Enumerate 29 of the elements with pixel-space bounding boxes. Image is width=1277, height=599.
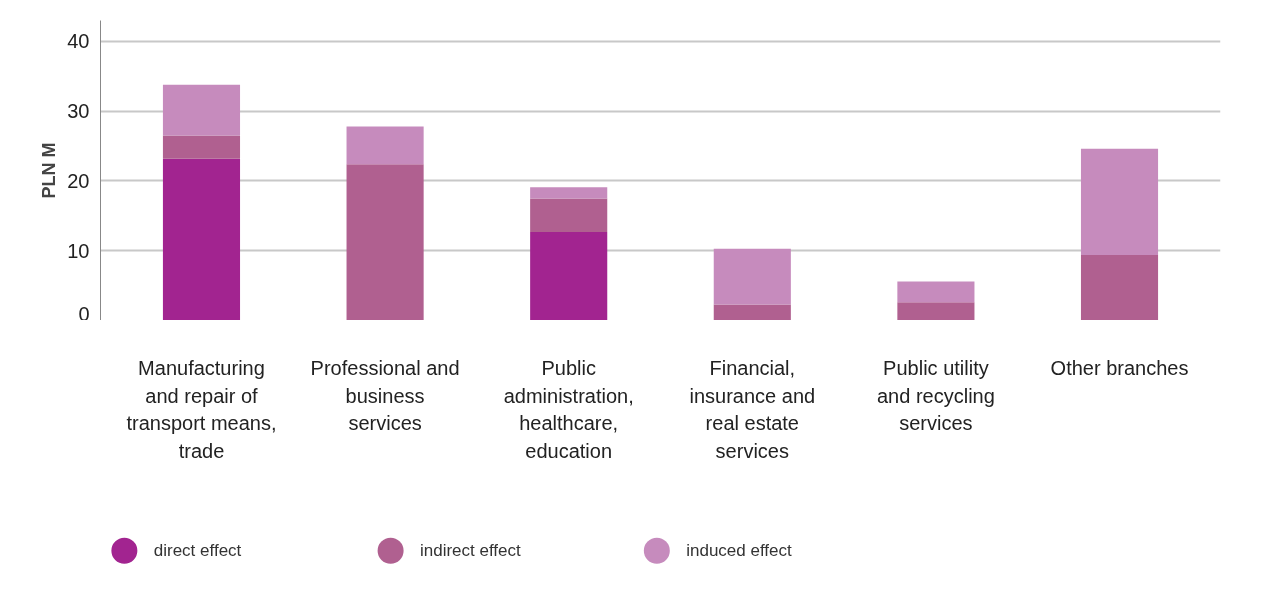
bar [162,135,241,159]
y-tick-label: 40 [67,30,90,53]
bar [530,231,608,320]
legend-label: indirect effect [419,541,522,561]
bar [346,126,424,165]
y-axis-title: PLN M [39,142,60,199]
bar [713,248,791,305]
bar [162,158,241,320]
y-tick-label: 0 [78,302,90,325]
bar [530,198,608,232]
bar [897,302,975,320]
legend-label: induced effect [686,541,793,561]
bar [1080,148,1159,255]
bar [346,164,424,320]
bar [530,187,608,199]
legend-label: direct effect [153,541,242,561]
x-tick-label: Financial, insurance and real estate services [689,357,816,462]
x-tick-label: Professional and business services [310,357,460,435]
bar [897,281,975,303]
x-tick-label: Public utility and recycling services [876,357,995,435]
y-tick-label: 20 [67,169,90,192]
y-tick-label: 10 [67,239,90,262]
x-tick-label: Public administration, healthcare, education [503,357,634,462]
x-tick-label: Other branches [1050,357,1189,380]
bar [1080,254,1159,320]
bar [162,84,241,136]
y-tick-label: 30 [67,100,90,123]
x-tick-label: Manufacturing and repair of transport means, trade [126,357,277,462]
bar [713,304,791,320]
